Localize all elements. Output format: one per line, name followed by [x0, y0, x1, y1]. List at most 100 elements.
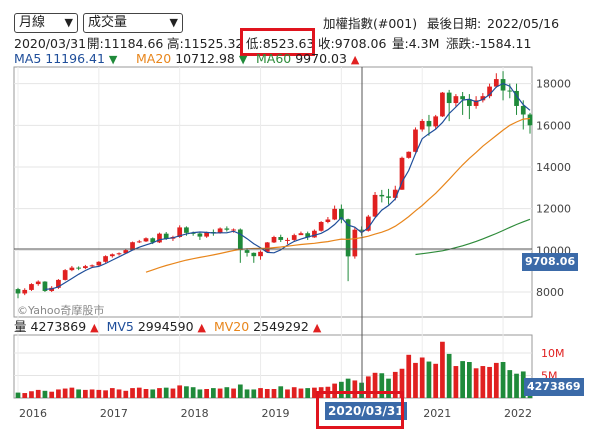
candle-body [177, 227, 183, 237]
candle-body [204, 232, 209, 237]
candle-body [56, 279, 61, 288]
price-tick-label: 18000 [536, 78, 571, 91]
volume-bar [56, 389, 61, 398]
candle-body [285, 239, 290, 241]
candle-body [493, 79, 499, 87]
volume-bar [49, 391, 55, 398]
volume-bar [285, 389, 290, 398]
candle-body [197, 233, 203, 237]
volume-bar [399, 368, 405, 398]
last-date-value: 2022/05/16 [487, 16, 560, 31]
candle-body [143, 238, 149, 242]
volume-bar [480, 366, 486, 398]
ohlc-date: 2020/03/31 [14, 36, 87, 51]
candle-body [399, 157, 405, 190]
volume-bar [143, 389, 149, 398]
volume-bar [136, 387, 142, 398]
candle-body [339, 208, 344, 220]
candle-body [258, 251, 263, 257]
volume-bar [76, 389, 81, 398]
volume-bar [440, 341, 445, 398]
candle-body [426, 120, 432, 127]
candle-body [29, 284, 34, 290]
volume-bar [278, 386, 284, 398]
volume-bar [493, 362, 499, 398]
volume-bar [177, 385, 183, 398]
volume-bar [446, 353, 452, 398]
ma60-value: 9970.03 [295, 51, 347, 66]
volume-bar [224, 387, 230, 398]
candle-body [446, 92, 452, 104]
volume-bar [507, 370, 513, 398]
candle-body [318, 222, 324, 231]
candle-body [217, 228, 223, 234]
volume-bar [211, 388, 216, 398]
ma20-label: MA20 [136, 51, 172, 66]
candle-body [386, 196, 391, 198]
volume-bar [386, 378, 391, 398]
arrow-up-icon: ▲ [312, 321, 322, 334]
price-pane-frame [13, 66, 533, 318]
volume-bar [520, 371, 526, 398]
vol-value: 4273869 [30, 319, 87, 334]
arrow-up-icon: ▲ [197, 321, 206, 334]
candle-body [312, 230, 317, 238]
candle-body [392, 189, 398, 198]
candle-body [83, 266, 88, 269]
volume-bar [392, 371, 398, 398]
cursor-price-tag: 9708.06 [522, 253, 579, 271]
volume-bar [157, 388, 162, 398]
candle-body [123, 250, 129, 254]
volume-bar [426, 361, 432, 398]
candle-body [184, 227, 189, 233]
ma60-line [415, 218, 531, 256]
candle-body [237, 229, 243, 251]
candle-body [480, 96, 486, 101]
indicator-select[interactable]: 成交量 ▼ [83, 13, 183, 33]
mv5-label: MV5 [106, 319, 134, 334]
volume-bar [217, 388, 223, 398]
price-tick-label: 12000 [536, 203, 571, 216]
ohlc-low: 低:8523.63 [246, 36, 315, 51]
candle-body [116, 253, 122, 255]
mv5-value: 2994590 [137, 319, 194, 334]
volume-bar [264, 389, 270, 398]
candle-body [251, 252, 257, 257]
candle-body [527, 114, 533, 126]
volume-bar [150, 389, 156, 398]
arrow-down-icon: ▼ [238, 53, 248, 66]
candle-body [460, 96, 465, 100]
time-tick-label: 2021 [423, 407, 451, 420]
volume-bar [312, 387, 317, 398]
volume-bar [487, 366, 492, 398]
candle-body [379, 194, 385, 197]
ma20-line [145, 117, 531, 273]
volume-legend: 量 4273869 ▲ MV5 2994590 ▲ MV20 2549292 ▲ [14, 319, 321, 335]
candle-body [96, 261, 102, 266]
candle-body [291, 235, 297, 240]
candle-body [365, 216, 371, 231]
candle-body [264, 242, 270, 252]
candle-body [514, 90, 519, 106]
candle-body [487, 86, 492, 97]
volume-bar [514, 373, 519, 398]
ohlc-close: 收:9708.06 [318, 36, 387, 51]
period-select[interactable]: 月線 ▼ [14, 13, 78, 33]
candle-body [130, 242, 135, 251]
candle-body [520, 105, 526, 115]
index-title: 加權指數(#001) [323, 16, 418, 31]
candle-body [231, 229, 236, 231]
volume-bar [379, 373, 385, 398]
volume-bar [109, 388, 115, 398]
candle-body [163, 233, 169, 239]
candle-body [305, 233, 311, 238]
candle-body [332, 208, 337, 220]
candle-body [440, 92, 445, 117]
period-select-value: 月線 [19, 15, 46, 30]
time-tick-label: 2018 [181, 407, 209, 420]
ma5-line [44, 82, 531, 290]
volume-bar [460, 361, 465, 398]
volume-bar [372, 372, 378, 398]
ma5-value: 11196.41 [45, 51, 105, 66]
